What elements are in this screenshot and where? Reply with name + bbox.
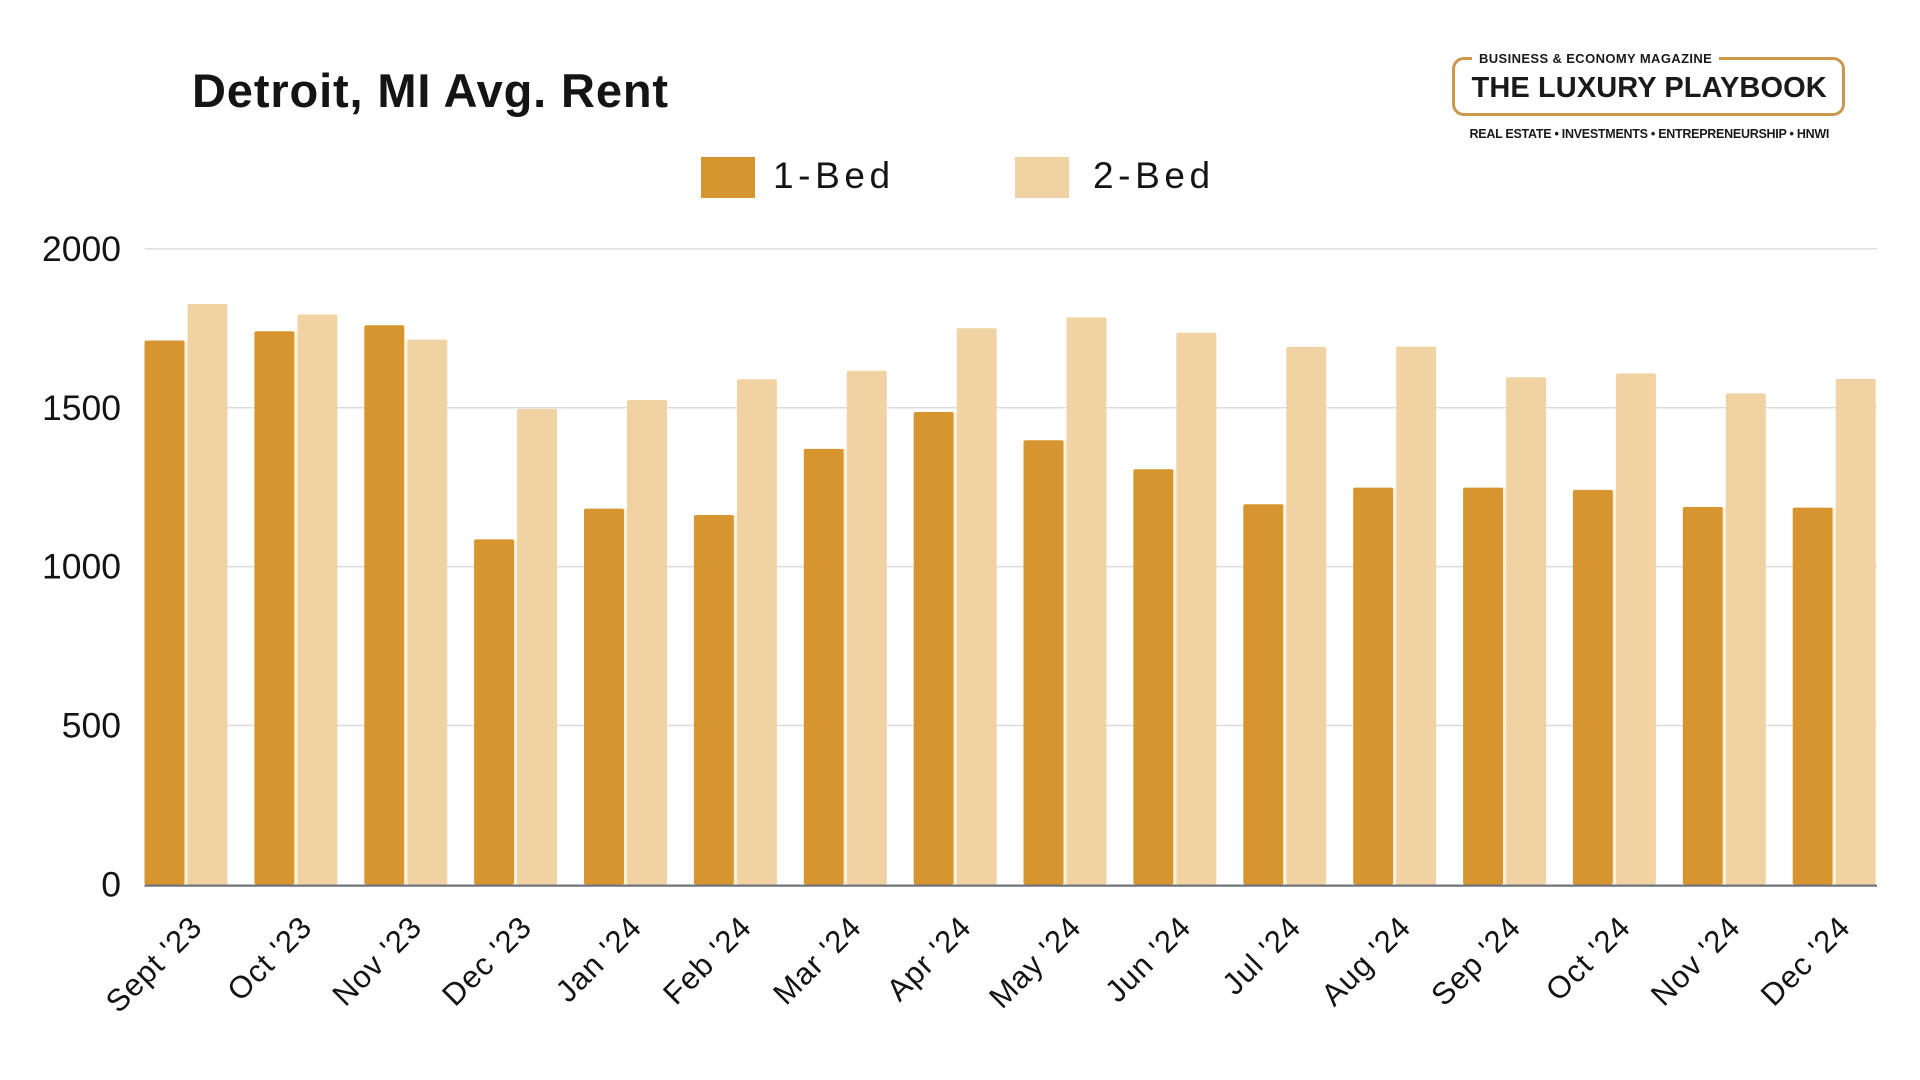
svg-text:Oct '24: Oct '24 — [1539, 909, 1637, 1007]
svg-text:Mar '24: Mar '24 — [766, 909, 868, 1011]
svg-text:Jun '24: Jun '24 — [1098, 909, 1198, 1009]
svg-text:Sep '24: Sep '24 — [1424, 909, 1527, 1012]
svg-text:1000: 1000 — [42, 547, 121, 587]
svg-text:500: 500 — [62, 706, 121, 746]
svg-text:Dec '24: Dec '24 — [1754, 909, 1857, 1012]
svg-text:Apr '24: Apr '24 — [880, 909, 978, 1007]
svg-text:Nov '24: Nov '24 — [1644, 909, 1747, 1012]
svg-text:0: 0 — [101, 864, 121, 904]
svg-text:Oct '23: Oct '23 — [220, 909, 318, 1007]
svg-text:Aug '24: Aug '24 — [1314, 909, 1417, 1012]
svg-text:Feb '24: Feb '24 — [656, 909, 758, 1011]
svg-text:1500: 1500 — [42, 388, 121, 428]
svg-text:Nov '23: Nov '23 — [325, 909, 428, 1012]
svg-text:Jul '24: Jul '24 — [1215, 909, 1307, 1001]
svg-text:May '24: May '24 — [982, 909, 1088, 1015]
svg-text:Jan '24: Jan '24 — [549, 909, 649, 1009]
svg-text:2000: 2000 — [42, 229, 121, 269]
svg-text:Dec '23: Dec '23 — [435, 909, 538, 1012]
svg-text:Sept '23: Sept '23 — [99, 909, 209, 1019]
